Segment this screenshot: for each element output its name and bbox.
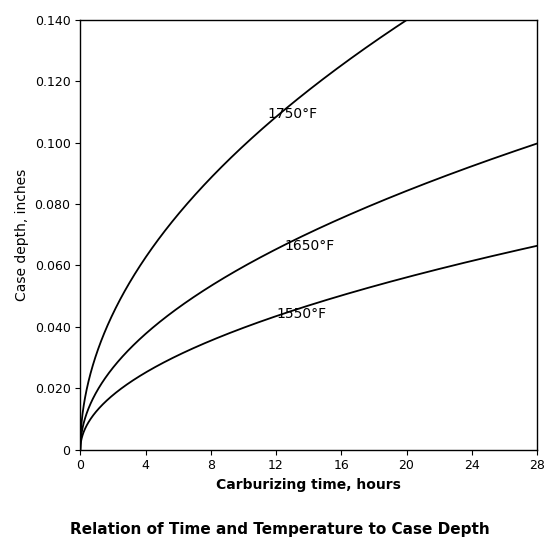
- Text: 1650°F: 1650°F: [284, 239, 334, 253]
- Y-axis label: Case depth, inches: Case depth, inches: [15, 168, 29, 301]
- Text: 1750°F: 1750°F: [268, 107, 318, 121]
- Text: Relation of Time and Temperature to Case Depth: Relation of Time and Temperature to Case…: [70, 522, 490, 537]
- Text: 1550°F: 1550°F: [276, 307, 326, 320]
- X-axis label: Carburizing time, hours: Carburizing time, hours: [216, 478, 401, 492]
